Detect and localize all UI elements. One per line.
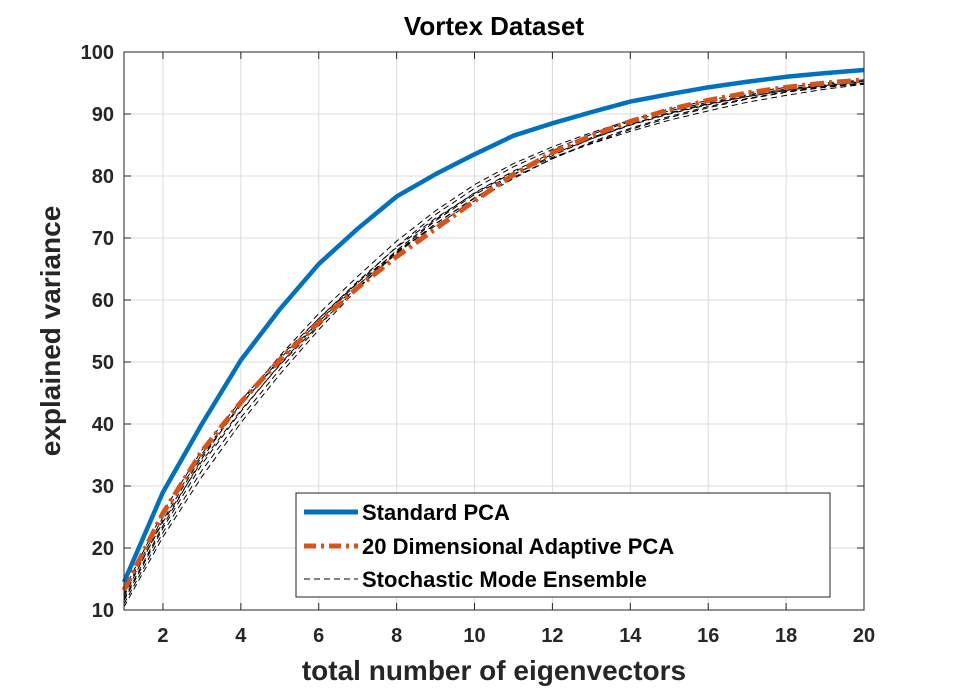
x-tick-labels: 2 4 6 8 10 12 14 16 18 20 bbox=[157, 625, 875, 647]
ticks bbox=[124, 51, 865, 611]
x-tick-label: 2 bbox=[157, 625, 168, 647]
legend-label-stochastic-ensemble: Stochastic Mode Ensemble bbox=[362, 567, 647, 592]
x-tick-label: 14 bbox=[619, 625, 642, 647]
legend: Standard PCA 20 Dimensional Adaptive PCA… bbox=[295, 492, 831, 598]
series-line-standard-pca bbox=[121, 67, 865, 583]
y-tick-label: 60 bbox=[92, 290, 114, 312]
y-tick-label: 20 bbox=[92, 538, 114, 560]
y-tick-label: 80 bbox=[92, 166, 114, 188]
series-layer bbox=[121, 67, 865, 608]
x-tick-label: 10 bbox=[463, 625, 485, 647]
series-line-stochastic-ensemble-member-8 bbox=[123, 83, 865, 593]
y-tick-labels: 10 20 30 40 50 60 70 80 90 100 bbox=[81, 42, 114, 622]
y-tick-label: 50 bbox=[92, 352, 114, 374]
x-tick-label: 20 bbox=[853, 625, 875, 647]
y-tick-label: 100 bbox=[81, 42, 114, 64]
legend-box bbox=[295, 492, 831, 598]
y-axis-label: explained variance bbox=[35, 206, 66, 457]
x-axis-label: total number of eigenvectors bbox=[302, 655, 686, 686]
y-tick-label: 10 bbox=[92, 600, 114, 622]
x-tick-label: 4 bbox=[235, 625, 247, 647]
axes-box bbox=[123, 51, 865, 611]
y-tick-label: 30 bbox=[92, 476, 114, 498]
series-line-stochastic-ensemble-member-6 bbox=[123, 80, 865, 595]
legend-label-standard-pca: Standard PCA bbox=[362, 500, 510, 525]
x-tick-label: 18 bbox=[775, 625, 797, 647]
x-tick-label: 16 bbox=[697, 625, 719, 647]
y-tick-label: 70 bbox=[92, 228, 114, 250]
x-tick-label: 8 bbox=[391, 625, 402, 647]
legend-label-adaptive-pca: 20 Dimensional Adaptive PCA bbox=[362, 534, 674, 559]
series-line-stochastic-ensemble-member-4 bbox=[123, 82, 865, 605]
y-tick-label: 90 bbox=[92, 104, 114, 126]
series-line-adaptive-pca bbox=[121, 77, 865, 592]
x-tick-label: 12 bbox=[541, 625, 563, 647]
x-tick-label: 6 bbox=[313, 625, 324, 647]
y-tick-label: 40 bbox=[92, 414, 114, 436]
chart-title: Vortex Dataset bbox=[404, 11, 584, 41]
